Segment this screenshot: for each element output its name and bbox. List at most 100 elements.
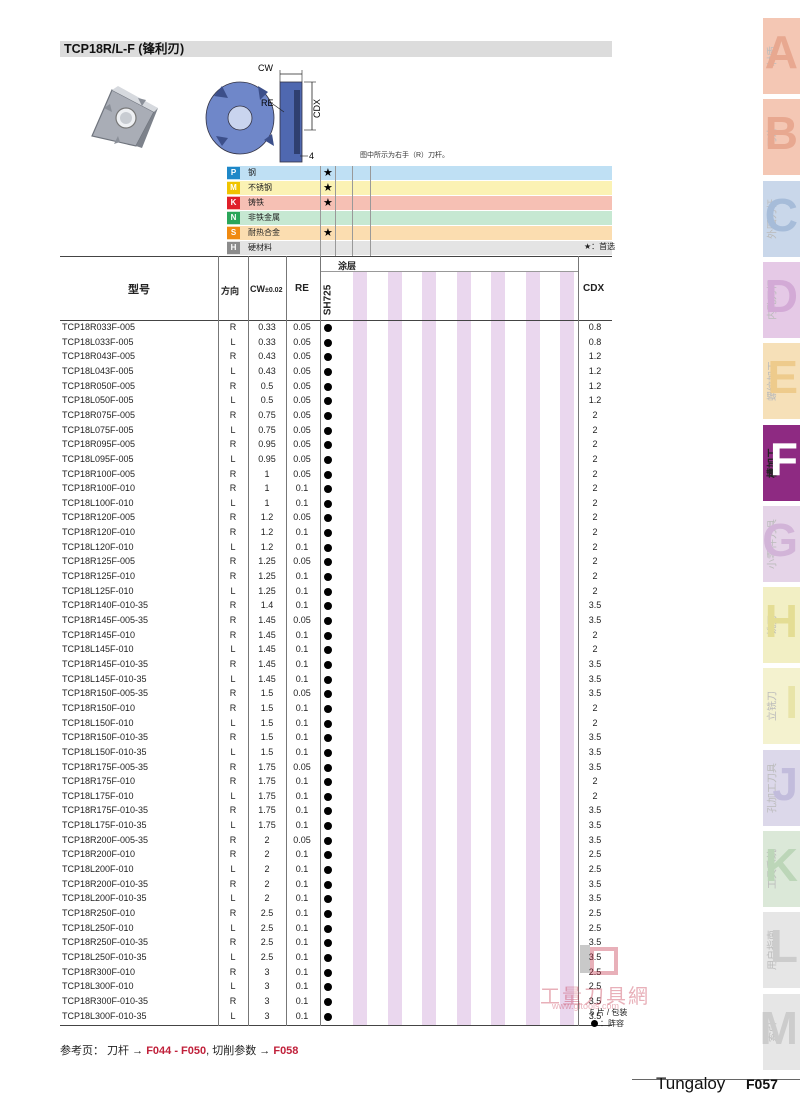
reference-mid: , 切削参数 → <box>206 1045 271 1057</box>
stock-dot-icon <box>324 704 332 713</box>
coating-header-border <box>320 271 578 272</box>
model-cell: TCP18L050F-005 <box>62 395 134 406</box>
table-row: TCP18R033F-005 R 0.33 0.05 0.8 <box>60 320 612 335</box>
side-tab-c[interactable]: 外圆刀杆 C <box>763 180 800 257</box>
side-tab-m[interactable]: 索引 M <box>759 993 800 1070</box>
stock-dot-icon <box>324 470 332 479</box>
re-cell: 0.1 <box>295 673 309 684</box>
side-tab-g[interactable]: 小零件刀具 G <box>762 505 800 582</box>
holder-pages-link[interactable]: F044 - F050 <box>146 1045 207 1057</box>
cw-cell: 1.5 <box>260 688 274 699</box>
side-tab-l[interactable]: 用户指南 L <box>763 912 800 989</box>
direction-cell: R <box>229 380 237 391</box>
cw-cell: 1 <box>264 468 270 479</box>
re-cell: 0.05 <box>293 615 311 625</box>
footer-rule <box>632 1079 800 1080</box>
stock-dot-icon <box>324 1012 332 1021</box>
side-tab-i[interactable]: 立铣刀 I <box>763 668 800 745</box>
direction-cell: L <box>230 585 236 596</box>
direction-cell: R <box>229 571 237 582</box>
header-re: RE <box>295 283 309 294</box>
side-tab-d[interactable]: 内孔刀杆 D <box>763 261 800 338</box>
re-cell: 0.1 <box>295 717 309 728</box>
coating-grid-column <box>387 272 402 1026</box>
side-tab-a[interactable]: 材质 A <box>763 18 800 94</box>
stock-note-label: ：阵容 <box>600 1019 624 1028</box>
figure-note: 图中所示为右手（R）刀杆。 <box>360 152 450 159</box>
side-tab-letter: M <box>759 1001 798 1054</box>
side-tab-f[interactable]: 槽加工 F <box>763 424 800 501</box>
title-bar: TCP18R/L-F (锋利刃) <box>60 41 612 57</box>
model-cell: TCP18R100F-010 <box>62 483 136 494</box>
stock-dot-icon <box>591 1020 598 1028</box>
col-border-cw <box>248 256 249 1026</box>
param-page-link[interactable]: F058 <box>273 1045 299 1057</box>
model-cell: TCP18L200F-010 <box>62 864 134 875</box>
stock-dot-icon <box>324 836 332 845</box>
model-cell: TCP18R145F-010 <box>62 629 136 640</box>
stock-dot-icon <box>324 983 332 992</box>
table-row: TCP18R043F-005 R 0.43 0.05 1.2 <box>60 349 612 364</box>
side-tab-letter: F <box>769 432 798 485</box>
table-row: TCP18R175F-005-35 R 1.75 0.05 3.5 <box>60 760 612 775</box>
cdx-cell: 3.5 <box>588 951 602 962</box>
table-row: TCP18L300F-010 L 3 0.1 2.5 <box>60 979 612 994</box>
cdx-cell: 2 <box>592 439 598 450</box>
model-cell: TCP18R300F-010 <box>62 966 136 977</box>
model-cell: TCP18R150F-010 <box>62 702 136 713</box>
cw-cell: 3 <box>264 995 270 1006</box>
side-tab-letter: G <box>762 513 798 566</box>
cdx-cell: 2.5 <box>588 849 602 860</box>
coating-grid-column <box>422 272 436 1026</box>
material-row: N 非铁金属 <box>227 211 612 225</box>
direction-cell: R <box>229 351 237 362</box>
side-tab-h[interactable]: 铣刀 H <box>763 587 800 664</box>
stock-dot-icon <box>324 353 332 362</box>
side-tab-k[interactable]: 工具系统 K <box>763 831 800 907</box>
reference-prefix: 参考页： 刀杆 → <box>60 1045 144 1057</box>
table-row: TCP18L175F-010 L 1.75 0.1 2 <box>60 789 612 804</box>
col-border-re <box>286 256 287 1026</box>
stock-dot-icon <box>324 807 332 816</box>
re-cell: 0.05 <box>293 761 311 772</box>
table-row: TCP18R300F-010 R 3 0.1 2.5 <box>60 965 612 980</box>
re-label: RE <box>261 98 274 108</box>
material-row: H 硬材料 <box>227 241 612 255</box>
side-tab-j[interactable]: 孔加工刀具 J <box>763 749 800 826</box>
model-cell: TCP18R125F-010 <box>62 571 136 582</box>
stock-dot-icon <box>324 587 332 596</box>
model-cell: TCP18L145F-010-35 <box>62 673 147 684</box>
re-cell: 0.1 <box>295 776 309 787</box>
material-grid-line <box>335 166 336 256</box>
re-cell: 0.1 <box>295 732 309 743</box>
re-cell: 0.1 <box>295 746 309 757</box>
re-cell: 0.1 <box>295 820 309 831</box>
cdx-cell: 2 <box>592 585 598 596</box>
re-cell: 0.05 <box>293 351 311 362</box>
page-title: TCP18R/L-F (锋利刃) <box>64 42 185 56</box>
page-number: F057 <box>746 1076 778 1092</box>
cw-cell: 2 <box>264 864 270 875</box>
model-cell: TCP18R145F-010-35 <box>62 658 149 669</box>
model-cell: TCP18R175F-010-35 <box>62 805 149 816</box>
cdx-cell: 3.5 <box>588 746 602 757</box>
side-tab-e[interactable]: 螺纹加工 E <box>763 343 800 420</box>
cdx-cell: 2.5 <box>588 908 602 918</box>
material-row: S 耐热合金 ★ <box>227 226 612 240</box>
direction-cell: R <box>229 556 237 567</box>
material-name: 不锈钢 <box>248 183 272 192</box>
re-cell: 0.05 <box>293 336 311 347</box>
material-grid-line <box>320 166 321 256</box>
col-border-cdx <box>578 256 579 1026</box>
cw-cell: 0.5 <box>260 380 274 391</box>
cw-cell: 1.45 <box>258 673 276 684</box>
cdx-cell: 2 <box>592 512 598 523</box>
model-cell: TCP18L043F-005 <box>62 365 134 376</box>
side-tab-b[interactable]: 刀片 B <box>763 99 800 176</box>
stock-dot-icon <box>324 968 332 977</box>
direction-cell: R <box>229 658 237 669</box>
direction-cell: R <box>229 937 237 948</box>
material-name: 钢 <box>248 168 256 177</box>
preferred-star-icon: ★ <box>323 197 333 209</box>
model-cell: TCP18L175F-010 <box>62 790 134 801</box>
